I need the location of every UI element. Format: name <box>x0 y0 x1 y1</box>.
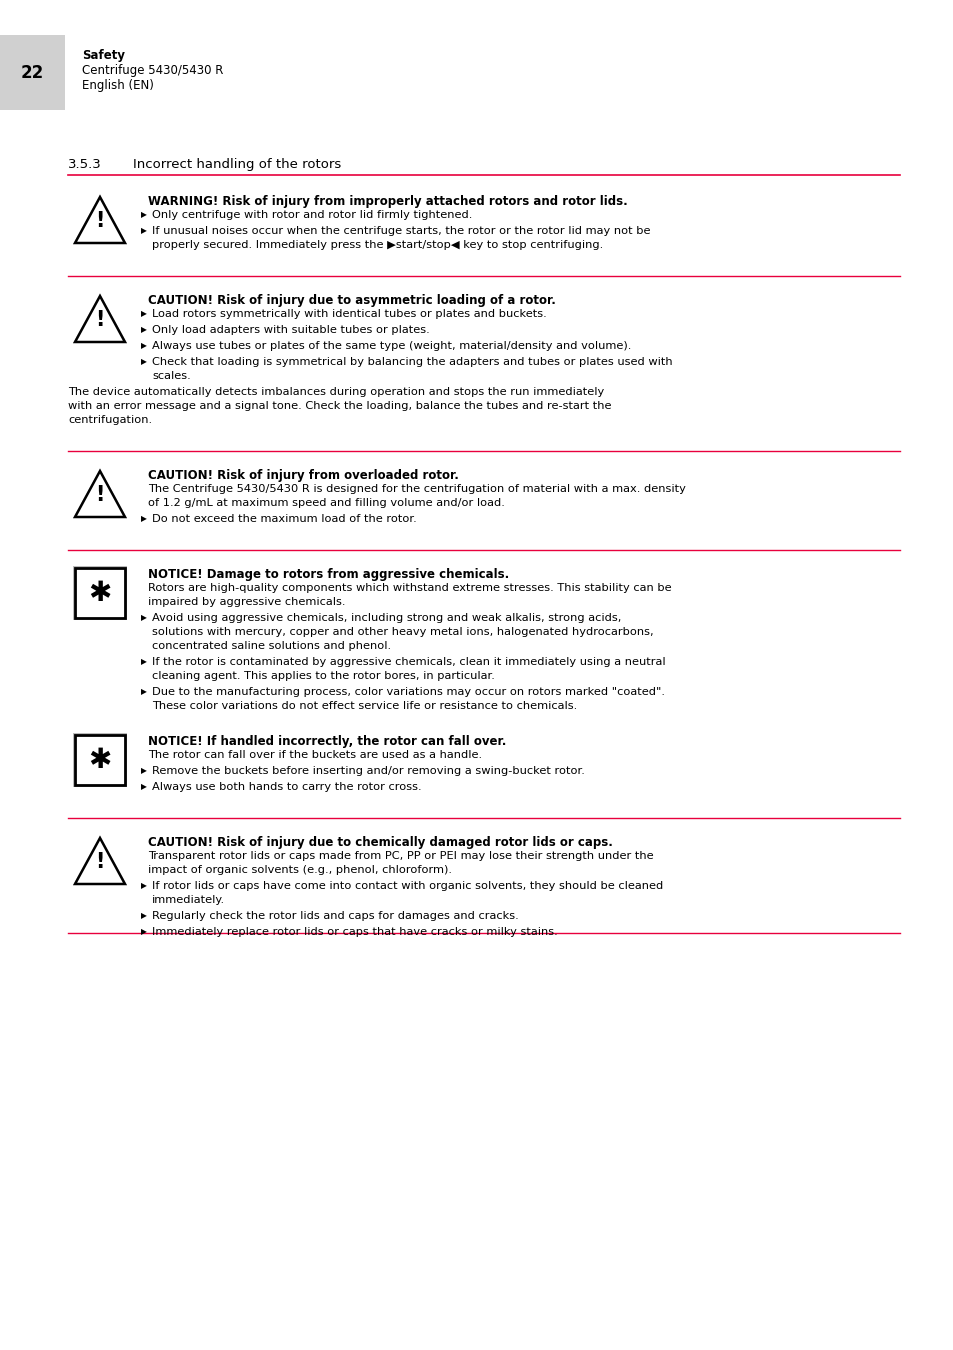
Text: ▶: ▶ <box>141 782 147 791</box>
Text: !: ! <box>95 852 105 872</box>
Text: Immediately replace rotor lids or caps that have cracks or milky stains.: Immediately replace rotor lids or caps t… <box>152 927 558 937</box>
Text: ▶: ▶ <box>141 514 147 522</box>
Text: ▶: ▶ <box>141 225 147 235</box>
Bar <box>75 734 125 784</box>
Bar <box>73 733 127 787</box>
Text: Safety: Safety <box>82 49 125 62</box>
Text: cleaning agent. This applies to the rotor bores, in particular.: cleaning agent. This applies to the roto… <box>152 671 495 680</box>
Text: scales.: scales. <box>152 371 191 381</box>
Polygon shape <box>75 471 125 517</box>
Text: WARNING! Risk of injury from improperly attached rotors and rotor lids.: WARNING! Risk of injury from improperly … <box>148 194 627 208</box>
Text: Transparent rotor lids or caps made from PC, PP or PEI may lose their strength u: Transparent rotor lids or caps made from… <box>148 850 653 861</box>
Text: ▶: ▶ <box>141 687 147 697</box>
Text: Always use tubes or plates of the same type (weight, material/density and volume: Always use tubes or plates of the same t… <box>152 342 631 351</box>
Bar <box>75 568 125 618</box>
Text: Load rotors symmetrically with identical tubes or plates and buckets.: Load rotors symmetrically with identical… <box>152 309 546 319</box>
Text: Remove the buckets before inserting and/or removing a swing-bucket rotor.: Remove the buckets before inserting and/… <box>152 765 584 776</box>
Text: NOTICE! If handled incorrectly, the rotor can fall over.: NOTICE! If handled incorrectly, the roto… <box>148 734 506 748</box>
Text: CAUTION! Risk of injury from overloaded rotor.: CAUTION! Risk of injury from overloaded … <box>148 468 458 482</box>
Text: Avoid using aggressive chemicals, including strong and weak alkalis, strong acid: Avoid using aggressive chemicals, includ… <box>152 613 620 622</box>
Text: properly secured. Immediately press the ▶start/stop◀ key to stop centrifuging.: properly secured. Immediately press the … <box>152 240 602 250</box>
Text: The rotor can fall over if the buckets are used as a handle.: The rotor can fall over if the buckets a… <box>148 751 481 760</box>
Text: solutions with mercury, copper and other heavy metal ions, halogenated hydrocarb: solutions with mercury, copper and other… <box>152 626 653 637</box>
Text: impaired by aggressive chemicals.: impaired by aggressive chemicals. <box>148 597 345 608</box>
Polygon shape <box>75 197 125 243</box>
Text: Rotors are high-quality components which withstand extreme stresses. This stabil: Rotors are high-quality components which… <box>148 583 671 593</box>
Text: CAUTION! Risk of injury due to chemically damaged rotor lids or caps.: CAUTION! Risk of injury due to chemicall… <box>148 836 612 849</box>
Text: ▶: ▶ <box>141 356 147 366</box>
Text: concentrated saline solutions and phenol.: concentrated saline solutions and phenol… <box>152 641 391 651</box>
Text: If rotor lids or caps have come into contact with organic solvents, they should : If rotor lids or caps have come into con… <box>152 882 662 891</box>
Bar <box>0 35 65 109</box>
Text: with an error message and a signal tone. Check the loading, balance the tubes an: with an error message and a signal tone.… <box>68 401 611 410</box>
Text: Incorrect handling of the rotors: Incorrect handling of the rotors <box>132 158 341 171</box>
Text: Do not exceed the maximum load of the rotor.: Do not exceed the maximum load of the ro… <box>152 514 416 524</box>
Text: ▶: ▶ <box>141 342 147 350</box>
Text: ▶: ▶ <box>141 765 147 775</box>
Text: !: ! <box>95 310 105 331</box>
Text: ▶: ▶ <box>141 911 147 919</box>
Text: !: ! <box>95 485 105 505</box>
Text: ▶: ▶ <box>141 309 147 319</box>
Text: centrifugation.: centrifugation. <box>68 414 152 425</box>
Text: ▶: ▶ <box>141 927 147 936</box>
Text: Due to the manufacturing process, color variations may occur on rotors marked "c: Due to the manufacturing process, color … <box>152 687 664 697</box>
Text: 22: 22 <box>21 63 44 81</box>
Text: The Centrifuge 5430/5430 R is designed for the centrifugation of material with a: The Centrifuge 5430/5430 R is designed f… <box>148 485 685 494</box>
Text: ▶: ▶ <box>141 211 147 219</box>
Text: These color variations do not effect service life or resistance to chemicals.: These color variations do not effect ser… <box>152 701 577 711</box>
Text: impact of organic solvents (e.g., phenol, chloroform).: impact of organic solvents (e.g., phenol… <box>148 865 452 875</box>
Polygon shape <box>75 296 125 342</box>
Text: Only centrifuge with rotor and rotor lid firmly tightened.: Only centrifuge with rotor and rotor lid… <box>152 211 472 220</box>
Text: 3.5.3: 3.5.3 <box>68 158 102 171</box>
Text: Always use both hands to carry the rotor cross.: Always use both hands to carry the rotor… <box>152 782 421 792</box>
Text: of 1.2 g/mL at maximum speed and filling volume and/or load.: of 1.2 g/mL at maximum speed and filling… <box>148 498 504 508</box>
Text: ▶: ▶ <box>141 882 147 890</box>
Text: ✱: ✱ <box>89 579 112 608</box>
Text: Centrifuge 5430/5430 R: Centrifuge 5430/5430 R <box>82 63 223 77</box>
Text: The device automatically detects imbalances during operation and stops the run i: The device automatically detects imbalan… <box>68 387 603 397</box>
Polygon shape <box>75 838 125 884</box>
Text: ▶: ▶ <box>141 657 147 666</box>
Text: NOTICE! Damage to rotors from aggressive chemicals.: NOTICE! Damage to rotors from aggressive… <box>148 568 509 580</box>
Text: immediately.: immediately. <box>152 895 225 905</box>
Text: CAUTION! Risk of injury due to asymmetric loading of a rotor.: CAUTION! Risk of injury due to asymmetri… <box>148 294 556 306</box>
Text: Regularly check the rotor lids and caps for damages and cracks.: Regularly check the rotor lids and caps … <box>152 911 518 921</box>
Polygon shape <box>73 294 127 343</box>
Polygon shape <box>73 194 127 244</box>
Polygon shape <box>73 468 127 518</box>
Text: ▶: ▶ <box>141 325 147 333</box>
Text: English (EN): English (EN) <box>82 80 153 92</box>
Text: !: ! <box>95 211 105 231</box>
Polygon shape <box>73 836 127 886</box>
Text: Check that loading is symmetrical by balancing the adapters and tubes or plates : Check that loading is symmetrical by bal… <box>152 356 672 367</box>
Text: ✱: ✱ <box>89 747 112 774</box>
Text: ▶: ▶ <box>141 613 147 622</box>
Text: If the rotor is contaminated by aggressive chemicals, clean it immediately using: If the rotor is contaminated by aggressi… <box>152 657 665 667</box>
Text: If unusual noises occur when the centrifuge starts, the rotor or the rotor lid m: If unusual noises occur when the centrif… <box>152 225 650 236</box>
Bar <box>73 566 127 620</box>
Text: Only load adapters with suitable tubes or plates.: Only load adapters with suitable tubes o… <box>152 325 429 335</box>
